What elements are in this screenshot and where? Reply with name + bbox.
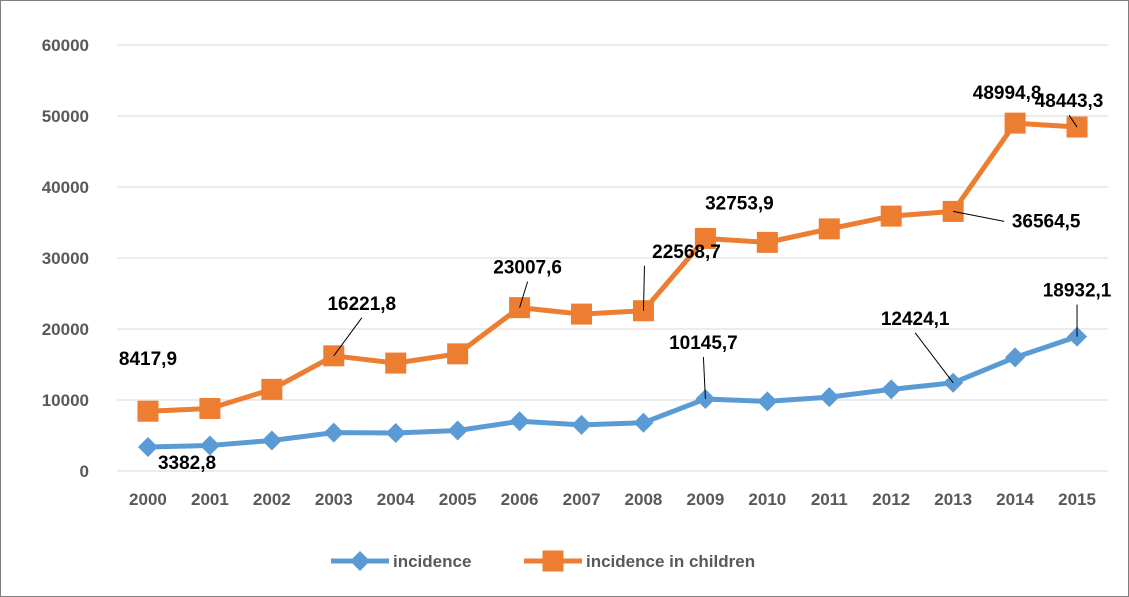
diamond-marker — [199, 435, 220, 456]
legend-square-marker — [542, 550, 564, 572]
diamond-marker — [385, 423, 406, 444]
x-tick-label: 2008 — [625, 490, 663, 509]
y-tick-label: 30000 — [42, 249, 89, 268]
diamond-marker — [633, 412, 654, 433]
leader-line — [1068, 114, 1078, 128]
legend-label: incidence — [393, 552, 471, 571]
data-label: 8417,9 — [119, 349, 177, 370]
x-axis-ticks: 2000 2001 2002 2003 2004 2005 2006 2007 2008 2009… — [129, 490, 1096, 509]
square-marker — [880, 205, 902, 227]
diamond-marker — [571, 414, 592, 435]
x-tick-label: 2003 — [315, 490, 353, 509]
legend-diamond-marker — [350, 551, 370, 571]
x-tick-label: 2001 — [191, 490, 229, 509]
data-labels: 3382,8 10145,7 12424,1 18932,1 8417,9 16221,8… — [119, 83, 1112, 474]
series-incidence — [137, 326, 1088, 457]
diamond-marker — [137, 436, 158, 457]
y-tick-label: 60000 — [42, 36, 89, 55]
x-tick-label: 2011 — [811, 490, 848, 509]
square-marker — [571, 303, 593, 325]
label-leaders — [333, 114, 1078, 399]
series-incidence-in-children — [137, 112, 1088, 422]
diamond-marker — [323, 422, 344, 443]
y-tick-label: 10000 — [42, 391, 89, 410]
x-tick-label: 2012 — [872, 490, 910, 509]
x-tick-label: 2009 — [686, 490, 724, 509]
x-tick-label: 2002 — [253, 490, 291, 509]
data-label: 12424,1 — [881, 309, 950, 330]
series-line — [147, 120, 1078, 414]
leader-line — [953, 210, 1005, 222]
diamond-marker — [447, 420, 468, 441]
gridlines — [117, 44, 1108, 472]
x-tick-label: 2006 — [501, 490, 539, 509]
data-label: 22568,7 — [652, 242, 721, 263]
x-tick-label: 2010 — [748, 490, 786, 509]
x-tick-label: 2005 — [439, 490, 477, 509]
diamond-marker — [819, 387, 840, 408]
leader-line — [914, 332, 954, 384]
legend: incidence incidence in children — [331, 550, 755, 572]
leader-line — [519, 281, 529, 308]
data-label: 16221,8 — [327, 294, 396, 315]
data-label: 23007,6 — [493, 258, 562, 279]
legend-item-incidence: incidence — [331, 551, 471, 571]
diamond-marker — [881, 379, 902, 400]
square-marker — [818, 218, 840, 240]
data-label: 48994,8 — [973, 83, 1042, 104]
y-tick-label: 40000 — [42, 178, 89, 197]
square-marker — [199, 398, 221, 420]
square-marker — [261, 378, 283, 400]
legend-label: incidence in children — [586, 552, 755, 571]
series-layer — [137, 112, 1088, 457]
leader-line — [702, 356, 706, 399]
leader-line — [642, 265, 645, 311]
x-tick-label: 2015 — [1058, 490, 1096, 509]
square-marker — [385, 352, 407, 374]
series-line — [147, 334, 1078, 450]
legend-item-incidence-in-children: incidence in children — [524, 550, 755, 572]
square-marker — [447, 343, 469, 365]
x-tick-label: 2004 — [377, 490, 415, 509]
square-marker — [756, 231, 778, 253]
data-label: 3382,8 — [158, 453, 216, 474]
diamond-marker — [757, 391, 778, 412]
x-tick-label: 2014 — [996, 490, 1034, 509]
data-label: 10145,7 — [669, 333, 738, 354]
y-tick-label: 20000 — [42, 320, 89, 339]
y-tick-label: 0 — [80, 462, 89, 481]
y-tick-label: 50000 — [42, 107, 89, 126]
square-marker — [1004, 112, 1026, 134]
diamond-marker — [509, 411, 530, 432]
y-axis-ticks: 0 10000 20000 30000 40000 50000 60000 — [42, 36, 89, 481]
leader-line — [333, 317, 363, 357]
square-marker — [694, 227, 716, 249]
diamond-marker — [1005, 347, 1026, 368]
data-label: 18932,1 — [1043, 281, 1112, 302]
diamond-marker — [261, 430, 282, 451]
square-marker — [137, 400, 159, 422]
x-tick-label: 2007 — [563, 490, 601, 509]
x-tick-label: 2000 — [129, 490, 167, 509]
data-label: 32753,9 — [705, 193, 774, 214]
data-label: 36564,5 — [1012, 211, 1081, 232]
data-label: 48443,3 — [1035, 91, 1104, 112]
x-tick-label: 2013 — [934, 490, 972, 509]
